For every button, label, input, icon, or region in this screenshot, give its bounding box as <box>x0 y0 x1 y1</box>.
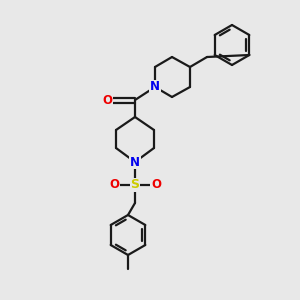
Text: N: N <box>130 155 140 169</box>
Text: O: O <box>151 178 161 191</box>
Text: O: O <box>102 94 112 106</box>
Text: N: N <box>150 80 160 94</box>
Text: S: S <box>130 178 140 191</box>
Text: O: O <box>109 178 119 191</box>
